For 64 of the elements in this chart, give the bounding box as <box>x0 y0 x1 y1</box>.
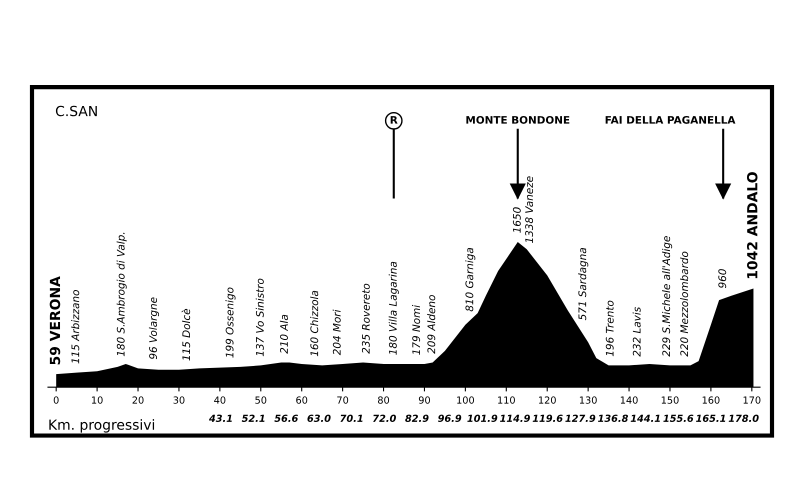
ref-line-label: FAI DELLA PAGANELLA <box>606 116 736 124</box>
annotation: 229 S.Michele all'Adige <box>662 236 672 357</box>
text: 127.9 <box>565 414 596 422</box>
annotation: 1042 ANDALO <box>746 172 758 278</box>
x-tick-label: 20 <box>132 396 144 404</box>
annotation: 810 Garniga <box>465 248 476 312</box>
annotation: 1650 <box>512 207 521 233</box>
text: 136.8 <box>598 414 628 422</box>
annotation: 210 Ala <box>280 314 288 354</box>
annotation: 960 <box>718 269 726 288</box>
ref-line-label: R <box>390 116 398 124</box>
annotation: 235 Rovereto <box>362 284 370 354</box>
x-tick-label: 140 <box>620 396 638 404</box>
x-tick-label: 70 <box>337 396 348 404</box>
text: 155.6 <box>663 414 694 422</box>
x-tick-label: 160 <box>702 396 720 404</box>
text: 72.0 <box>373 414 396 422</box>
annotation: 180 S.Ambrogio di Valp. <box>116 232 127 356</box>
annotation: 137 Vo Sinistro <box>256 278 264 356</box>
x-tick-label: 120 <box>539 396 556 404</box>
text: 114.9 <box>500 414 530 422</box>
annotation: 179 Nomi <box>412 304 420 355</box>
x-tick-label: 150 <box>662 396 679 404</box>
x-tick-label: 90 <box>418 396 430 404</box>
x-tick-label: 60 <box>296 396 308 404</box>
annotation: 199 Ossenigo <box>225 288 236 358</box>
text: 63.0 <box>307 414 331 422</box>
annotation: 571 Sardagna <box>578 248 588 320</box>
text: 101.9 <box>467 414 498 422</box>
text: 144.1 <box>630 414 660 422</box>
annotation: 209 Aldeno <box>427 295 436 354</box>
x-tick-label: 100 <box>457 396 474 404</box>
annotation: 59 VERONA <box>50 276 60 364</box>
text: 82.9 <box>405 414 429 422</box>
text: 119.6 <box>532 414 563 422</box>
annotation: 196 Trento <box>606 300 614 356</box>
x-tick-label: 0 <box>54 396 59 404</box>
annotation: 1338 Vaneze <box>525 176 534 243</box>
x-tick-label: 110 <box>498 396 515 404</box>
x-tick-label: 130 <box>580 396 597 404</box>
x-tick-label: 40 <box>214 396 226 404</box>
text: 52.1 <box>242 414 264 422</box>
text: 70.1 <box>340 414 362 422</box>
x-tick-label: 170 <box>744 396 760 404</box>
x-tick-label: 80 <box>378 396 390 404</box>
text: 165.1 <box>696 414 726 422</box>
x-axis-title: Km. progressivi <box>49 419 154 433</box>
annotation: 232 Lavis <box>632 307 641 357</box>
annotation: 220 Mezzolombardo <box>680 252 688 357</box>
ref-line-label: MONTE BONDONE <box>466 116 570 124</box>
text: 56.6 <box>274 414 298 422</box>
text: 178.0 <box>728 414 759 422</box>
text: 43.1 <box>208 414 232 422</box>
x-tick-label: 10 <box>92 396 103 404</box>
annotation: 160 Chizzola <box>310 290 318 356</box>
x-tick-label: 50 <box>255 396 266 404</box>
annotation: 204 Mori <box>332 310 341 356</box>
annotation: 115 Arbizzano <box>71 290 80 364</box>
x-tick-label: 30 <box>174 396 184 404</box>
annotation: 180 Villa Lagarina <box>388 262 399 355</box>
annotation: 96 Volargne <box>148 297 160 360</box>
text: C.SAN <box>56 106 97 116</box>
annotation: 115 Dolcè <box>182 308 190 361</box>
text: 96.9 <box>438 414 462 422</box>
